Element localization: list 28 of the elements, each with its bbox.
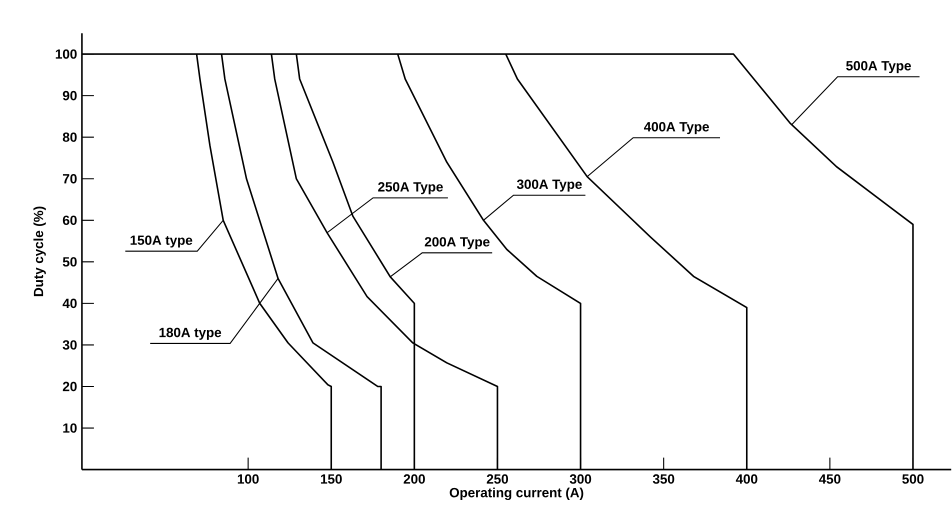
x-tick-label: 100	[238, 474, 259, 484]
y-tick-label: 70	[62, 174, 77, 184]
annotation: 200A Type	[424, 237, 490, 250]
annotation: 250A Type	[378, 182, 443, 194]
x-tick-label: 150	[320, 474, 342, 484]
y-tick-label: 60	[62, 216, 77, 226]
annotation: 180A type	[159, 328, 222, 340]
annotation: 500A Type	[846, 61, 911, 74]
x-tick-label: 350	[652, 474, 674, 484]
x-tick-label: 300	[570, 474, 592, 484]
x-tick-label: 450	[818, 474, 840, 484]
x-tick-label: 400	[736, 474, 758, 484]
x-axis-title: Operating current (A)	[450, 488, 584, 500]
x-tick-label: 250	[486, 474, 508, 484]
y-tick-label: 40	[62, 298, 77, 308]
y-tick-label: 30	[62, 340, 77, 350]
x-tick-label: 500	[902, 474, 924, 484]
y-tick-label: 10	[63, 424, 77, 433]
y-tick-label: 100	[56, 50, 77, 60]
y-axis-title: Duty cycle (%)	[33, 206, 46, 296]
annotation: 400A Type	[644, 122, 709, 134]
annotation: 300A Type	[516, 180, 582, 192]
x-tick-label: 200	[404, 474, 425, 484]
y-tick-label: 20	[62, 382, 77, 392]
y-tick-label: 80	[62, 132, 77, 142]
y-tick-label: 90	[62, 91, 77, 101]
annotation: 150A type	[130, 236, 192, 248]
y-tick-label: 50	[62, 257, 77, 267]
